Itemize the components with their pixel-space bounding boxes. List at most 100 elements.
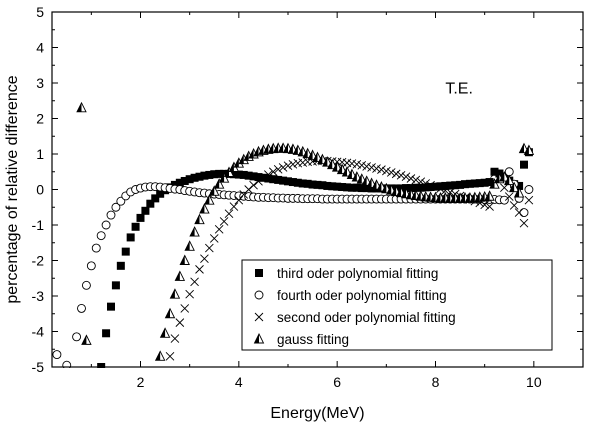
data-point-series-2	[504, 167, 514, 177]
data-point-series-1	[190, 173, 199, 182]
data-point-series-1	[406, 184, 415, 193]
data-point-series-4-fill	[372, 180, 377, 190]
data-point-series-3	[421, 179, 430, 188]
data-point-series-1	[284, 177, 292, 186]
data-point-series-1	[347, 183, 356, 192]
data-point-series-4-fill	[303, 148, 308, 158]
data-point-series-4	[169, 288, 181, 299]
data-point-series-4-fill	[327, 159, 333, 169]
data-point-series-1	[318, 181, 327, 190]
data-point-series-1	[131, 222, 140, 231]
data-point-series-4-fill	[254, 146, 259, 156]
legend-marker-3	[254, 312, 264, 322]
data-point-series-3	[352, 159, 362, 169]
data-point-series-3	[367, 163, 376, 172]
data-point-series-1	[461, 180, 469, 189]
data-point-series-4	[184, 240, 195, 251]
data-point-series-4-fill	[288, 144, 293, 154]
data-point-series-3	[504, 192, 514, 201]
data-point-series-4-fill	[421, 191, 426, 201]
data-point-series-4-fill	[332, 162, 338, 172]
data-point-series-3	[205, 243, 214, 253]
data-point-series-3	[288, 159, 298, 169]
data-point-series-3	[229, 202, 239, 211]
data-point-series-4-fill	[268, 143, 274, 153]
x-axis-label: Energy(MeV)	[270, 405, 364, 422]
data-point-series-3	[170, 334, 180, 343]
data-point-series-4	[331, 161, 343, 172]
data-point-series-4-fill	[386, 185, 392, 195]
data-point-series-2	[106, 210, 116, 220]
data-point-series-4	[341, 166, 353, 177]
data-point-series-1	[520, 160, 528, 169]
data-point-series-1	[343, 183, 351, 192]
data-point-series-1	[313, 180, 322, 189]
y-tick-label: 2	[36, 111, 44, 127]
data-point-series-4-fill	[180, 255, 185, 265]
data-point-series-4-fill	[239, 154, 244, 164]
data-point-series-1	[303, 179, 312, 188]
data-point-series-4-fill	[401, 188, 406, 198]
data-point-series-1	[490, 167, 499, 176]
data-point-series-3	[357, 161, 367, 170]
data-point-series-4-fill	[490, 179, 495, 189]
data-point-series-4	[154, 350, 166, 361]
data-point-series-3	[411, 175, 421, 185]
data-point-series-2	[524, 185, 534, 194]
data-point-series-4-fill	[494, 173, 500, 183]
data-point-series-4	[223, 166, 235, 177]
data-point-series-4-fill	[170, 289, 175, 299]
data-point-series-1	[269, 175, 278, 184]
data-point-series-4	[179, 254, 190, 265]
data-marks	[52, 101, 535, 368]
legend-box	[241, 259, 553, 351]
data-point-series-1	[239, 170, 248, 179]
data-point-series-4-fill	[313, 152, 318, 162]
data-point-series-4-fill	[431, 192, 436, 202]
data-point-series-1	[367, 184, 376, 193]
data-point-series-4-fill	[283, 143, 288, 153]
data-point-series-4-fill	[376, 182, 382, 192]
data-point-series-1	[328, 182, 337, 191]
data-point-series-4	[194, 213, 205, 225]
data-point-series-4	[218, 172, 230, 183]
data-point-series-4-fill	[406, 189, 411, 199]
data-point-series-1	[274, 175, 283, 184]
data-point-series-1	[205, 170, 214, 179]
data-point-series-1	[107, 302, 115, 311]
data-point-series-3	[273, 164, 283, 174]
legend-label-fourth-order: fourth oder polynomial fitting	[277, 288, 447, 303]
data-point-series-1	[338, 183, 347, 192]
data-point-series-1	[352, 183, 361, 192]
data-point-series-3	[185, 289, 194, 299]
legend-label-second-order: second oder polynomial fitting	[277, 310, 456, 325]
data-point-series-3	[480, 200, 489, 210]
data-point-series-1	[298, 179, 307, 188]
data-point-series-4	[327, 158, 338, 170]
y-tick-label: 4	[36, 40, 44, 56]
legend-marker-2	[254, 290, 264, 300]
data-point-series-3	[396, 170, 406, 180]
data-point-series-4-fill	[480, 191, 485, 201]
data-point-series-4-fill	[81, 335, 87, 345]
data-point-series-1	[146, 199, 155, 208]
data-point-series-1	[411, 183, 420, 192]
data-point-series-4	[159, 327, 171, 338]
data-point-series-2	[96, 231, 106, 241]
legend-markers	[253, 269, 265, 344]
data-point-series-1	[480, 178, 489, 187]
data-point-series-3	[209, 234, 219, 243]
data-point-series-4	[484, 190, 495, 201]
data-point-series-4-fill	[504, 175, 510, 185]
data-point-series-1	[515, 181, 524, 190]
y-tick-label: 5	[36, 4, 44, 20]
data-point-series-1	[357, 184, 366, 193]
data-point-series-1	[264, 174, 273, 183]
data-point-series-4-fill	[214, 179, 220, 189]
data-point-series-2	[86, 261, 96, 271]
data-point-series-3	[259, 173, 268, 183]
data-point-series-4-fill	[347, 169, 352, 179]
data-point-series-1	[97, 363, 106, 368]
data-point-series-1	[249, 172, 258, 181]
